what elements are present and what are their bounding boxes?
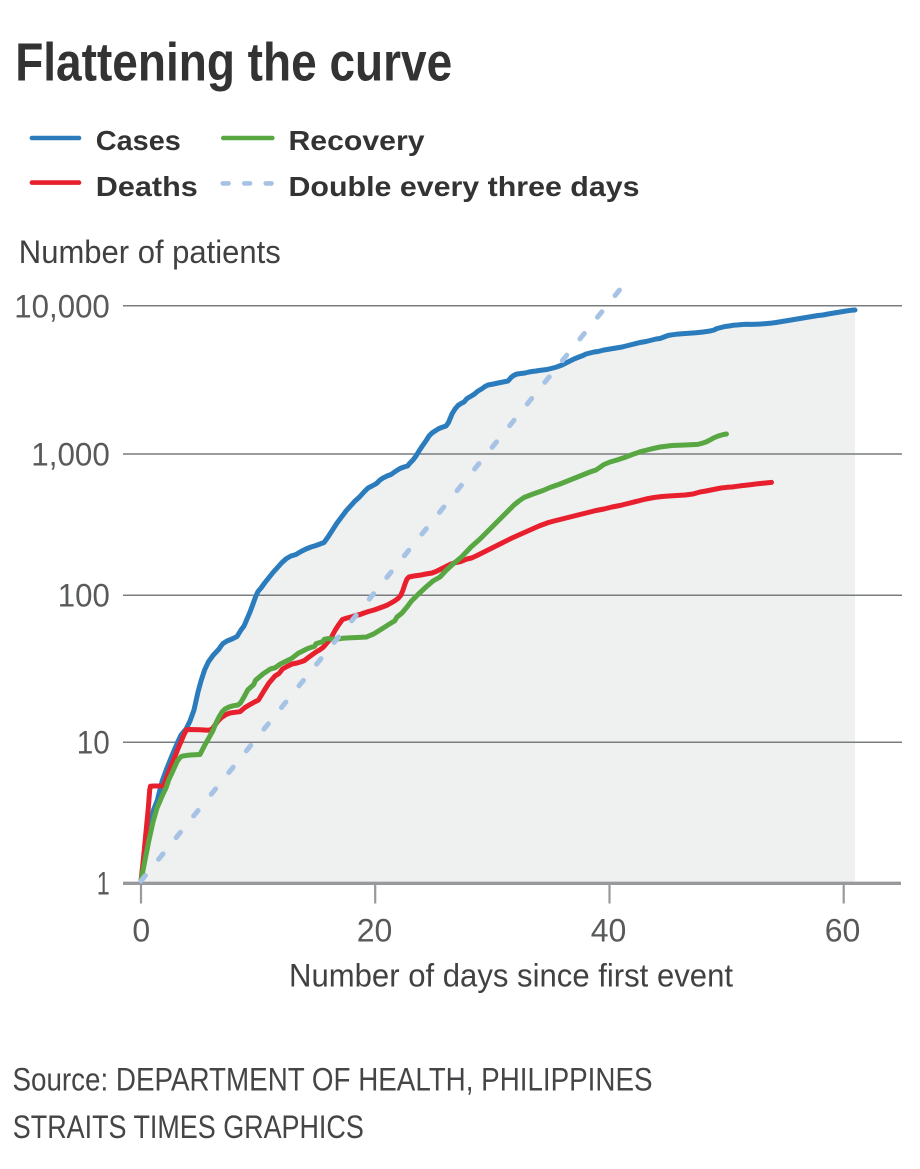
svg-text:60: 60	[825, 913, 861, 949]
svg-text:10: 10	[77, 725, 110, 761]
svg-text:Number of patients: Number of patients	[19, 234, 281, 270]
svg-text:10,000: 10,000	[14, 289, 110, 325]
svg-text:20: 20	[357, 913, 393, 949]
svg-text:Flattening the curve: Flattening the curve	[15, 32, 452, 92]
svg-text:STRAITS TIMES GRAPHICS: STRAITS TIMES GRAPHICS	[13, 1109, 364, 1145]
svg-text:0: 0	[132, 913, 150, 949]
svg-text:Recovery: Recovery	[289, 125, 425, 156]
svg-text:40: 40	[591, 913, 627, 949]
svg-text:1,000: 1,000	[31, 437, 110, 473]
svg-text:100: 100	[58, 578, 110, 614]
svg-text:Cases: Cases	[96, 125, 181, 156]
svg-text:Deaths: Deaths	[96, 171, 198, 202]
svg-text:1: 1	[97, 866, 110, 902]
svg-text:Double every three days: Double every three days	[289, 171, 640, 202]
svg-text:Source: DEPARTMENT OF HEALTH,: Source: DEPARTMENT OF HEALTH, PHILIPPINE…	[13, 1062, 653, 1098]
svg-text:Number of days since first eve: Number of days since first event	[289, 957, 733, 993]
